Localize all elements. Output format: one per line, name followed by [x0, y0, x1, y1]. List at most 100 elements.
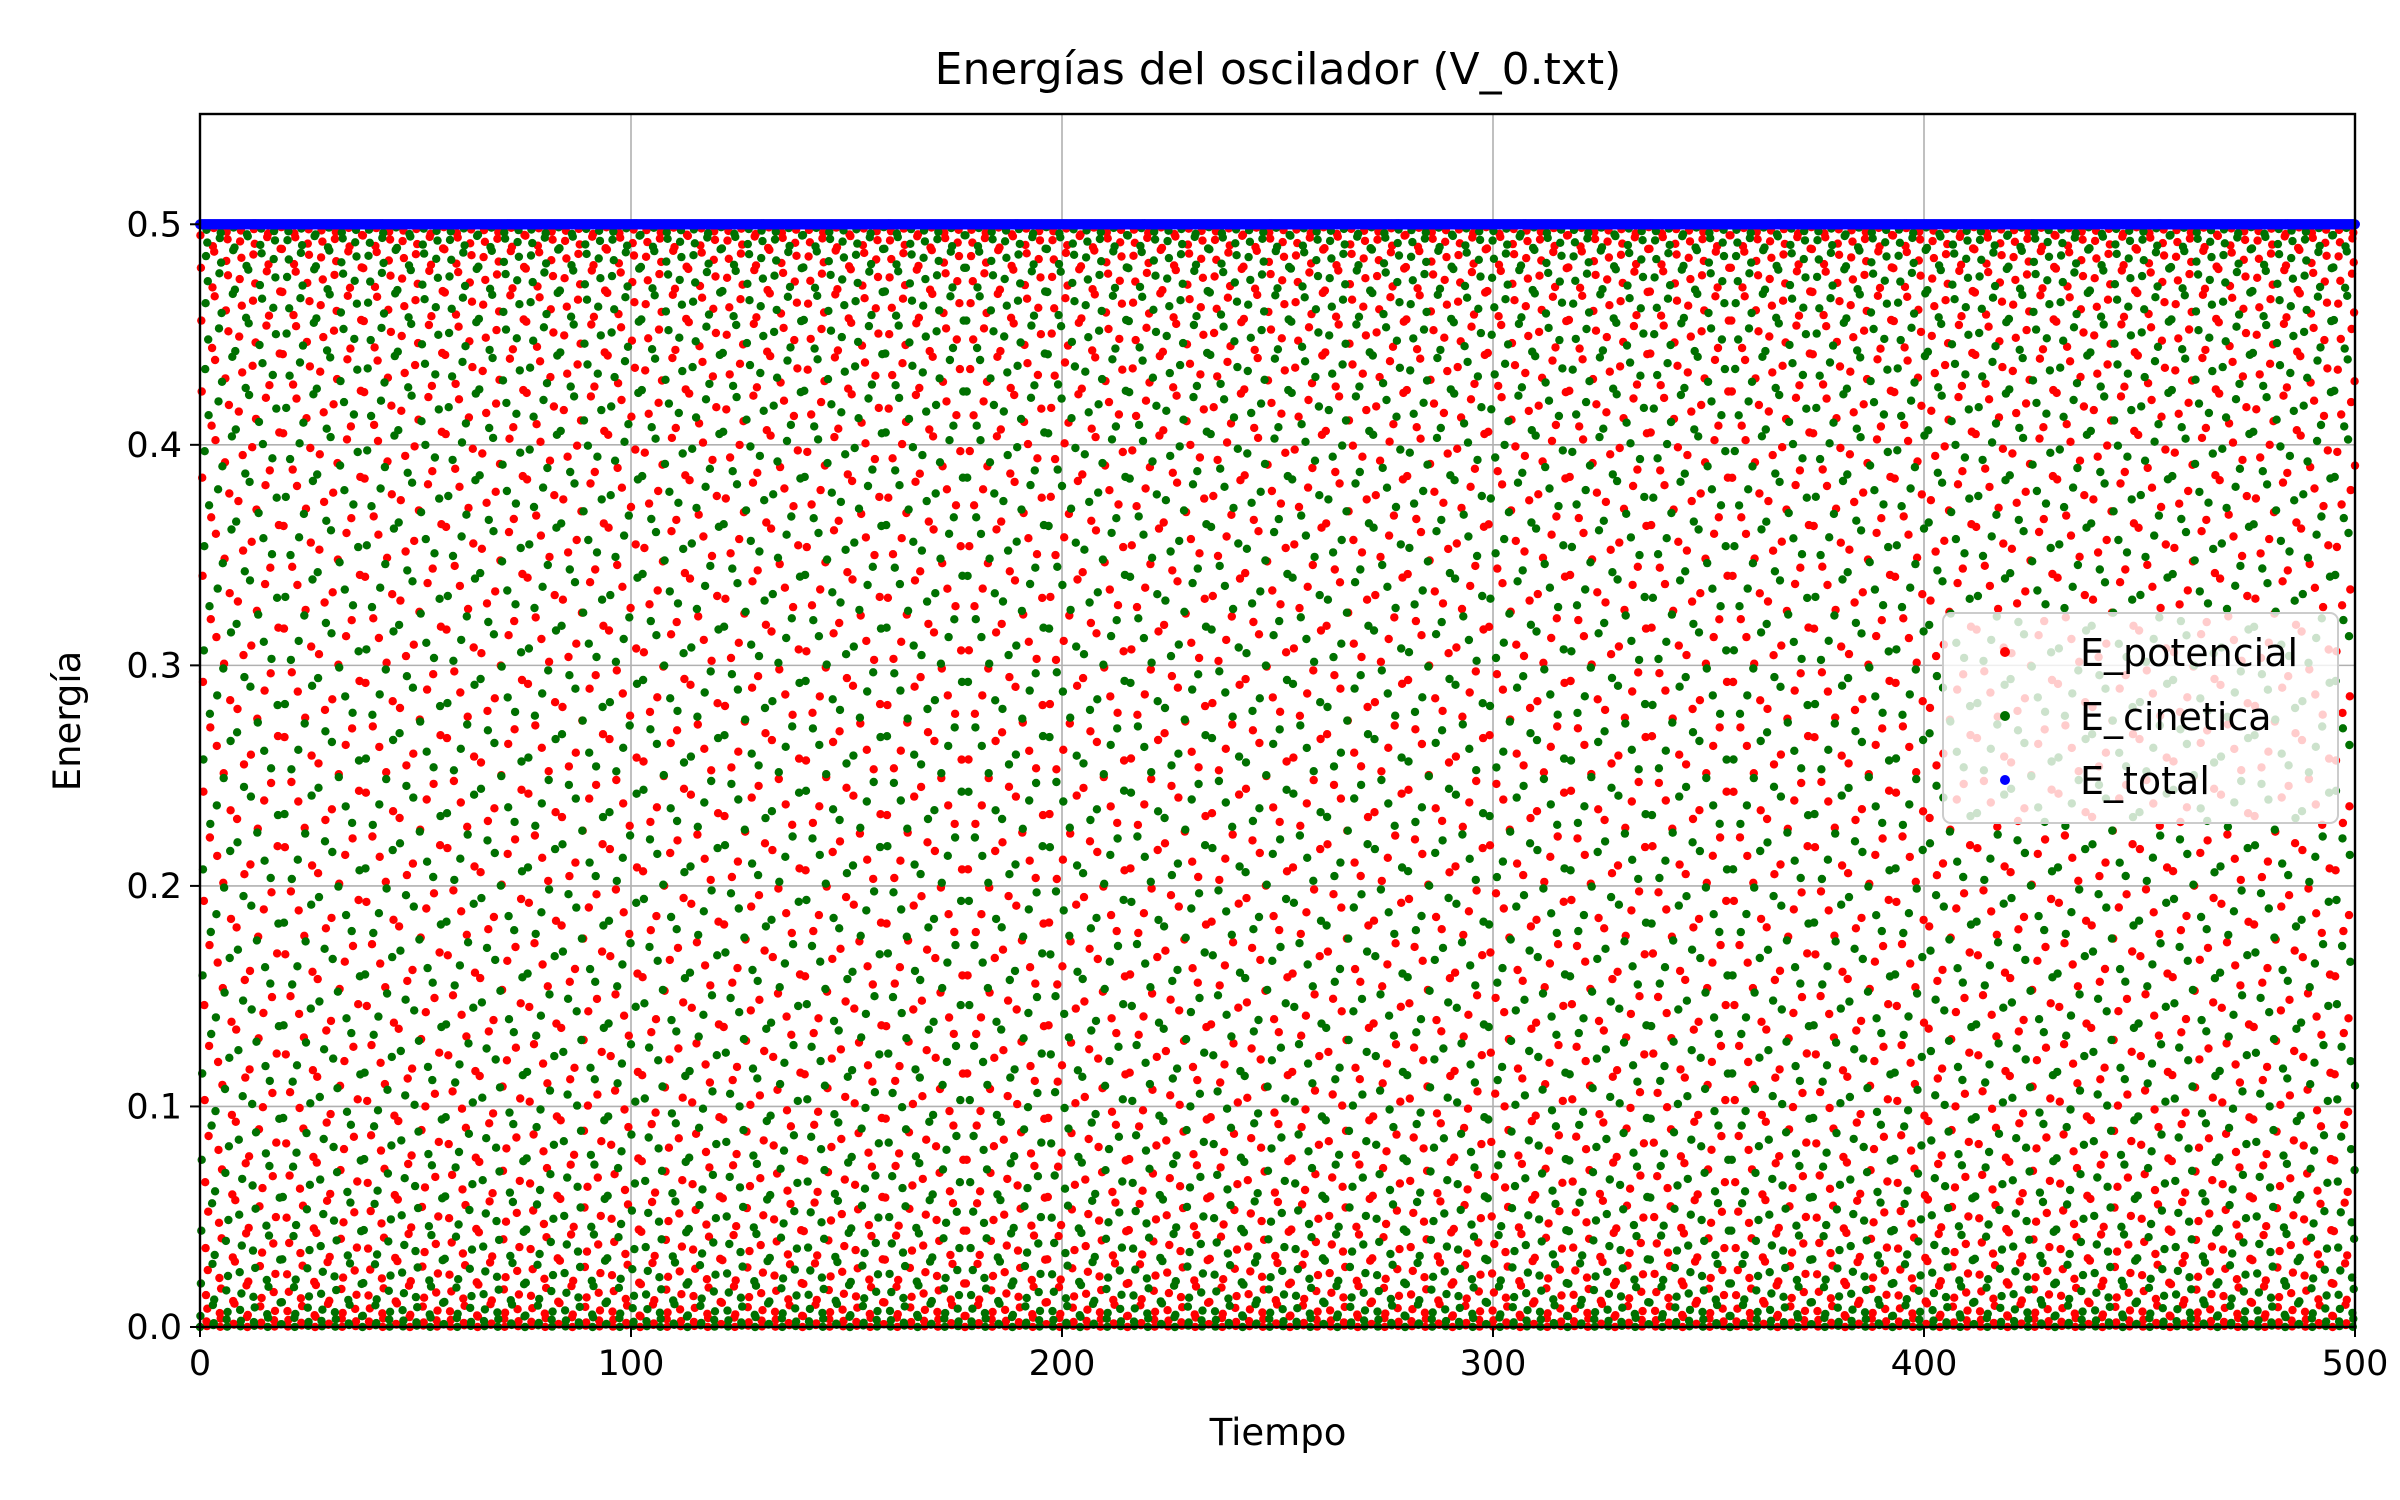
data-point — [1845, 545, 1854, 554]
data-point — [1491, 889, 1501, 898]
data-point — [2277, 902, 2286, 911]
data-point — [839, 1316, 848, 1326]
data-point — [871, 371, 880, 380]
data-point — [568, 1310, 577, 1319]
data-point — [1303, 582, 1312, 591]
data-point — [1811, 950, 1820, 959]
data-point — [2174, 334, 2183, 343]
data-point — [2231, 961, 2240, 970]
data-point — [1987, 907, 1996, 916]
data-point — [1932, 761, 1941, 770]
data-point — [1123, 1311, 1133, 1321]
data-point — [1591, 326, 1601, 335]
data-point — [451, 464, 460, 473]
data-point — [1266, 234, 1275, 243]
data-point — [1108, 1187, 1117, 1197]
data-point — [233, 597, 243, 606]
data-point — [369, 512, 378, 521]
data-point — [1270, 1108, 1279, 1117]
data-point — [1300, 1249, 1309, 1259]
data-point — [1633, 562, 1643, 571]
data-point — [2123, 1173, 2133, 1182]
data-point — [880, 1255, 890, 1264]
data-point — [1070, 1245, 1079, 1255]
data-point — [1533, 589, 1543, 599]
data-point — [1300, 1185, 1310, 1195]
data-point — [836, 944, 845, 953]
data-point — [773, 989, 783, 998]
data-point — [1770, 975, 1780, 985]
data-point — [888, 454, 897, 463]
data-point — [1973, 951, 1983, 960]
data-point — [870, 454, 880, 464]
data-point — [1634, 668, 1643, 677]
data-point — [1221, 744, 1231, 753]
data-point — [525, 1179, 535, 1188]
data-point — [503, 956, 512, 965]
data-point — [2183, 586, 2192, 595]
data-point — [2337, 601, 2347, 610]
data-point — [667, 433, 677, 443]
data-point — [2136, 1051, 2145, 1061]
data-point — [640, 543, 649, 553]
data-point — [980, 269, 989, 278]
data-point — [1138, 1250, 1147, 1259]
data-point — [889, 764, 899, 773]
data-point — [1799, 1239, 1808, 1248]
data-point — [693, 720, 702, 729]
data-point — [1060, 358, 1070, 367]
data-point — [2295, 245, 2304, 255]
data-point — [1196, 370, 1205, 379]
data-point — [321, 815, 330, 825]
data-point — [1635, 992, 1644, 1001]
data-point — [1334, 320, 1343, 329]
data-point — [1817, 777, 1826, 787]
data-point — [1999, 539, 2008, 548]
data-point — [645, 707, 655, 717]
data-point — [343, 355, 352, 364]
data-point — [721, 494, 730, 503]
data-point — [1835, 297, 1844, 306]
data-point — [1189, 1150, 1198, 1159]
data-point — [1906, 1058, 1915, 1068]
data-point — [843, 568, 852, 577]
data-point — [591, 565, 600, 574]
data-point — [1578, 291, 1587, 300]
data-point — [1653, 1088, 1662, 1098]
data-point — [514, 1290, 524, 1299]
data-point — [2296, 524, 2306, 533]
data-point — [1694, 1017, 1703, 1026]
data-point — [2090, 236, 2100, 246]
data-point — [1627, 906, 1636, 915]
data-point — [977, 801, 986, 810]
data-point — [226, 806, 235, 815]
data-point — [604, 626, 614, 635]
data-point — [1686, 332, 1696, 341]
data-point — [340, 957, 349, 966]
data-point — [247, 641, 256, 650]
data-point — [892, 1282, 901, 1292]
data-point — [435, 948, 444, 957]
data-point — [1269, 1015, 1279, 1024]
data-point — [397, 331, 406, 341]
data-point — [1815, 1087, 1825, 1097]
data-point — [801, 866, 810, 875]
chart-title: Energías del oscilador (V_0.txt) — [935, 44, 1622, 95]
data-point — [1605, 367, 1615, 376]
data-point — [1362, 405, 1371, 415]
data-point — [1189, 1222, 1199, 1231]
data-point — [272, 1138, 281, 1147]
data-point — [279, 624, 289, 633]
data-point — [289, 310, 298, 320]
data-point — [361, 678, 370, 688]
data-point — [1883, 1177, 1892, 1186]
data-point — [616, 323, 626, 332]
data-point — [1687, 407, 1696, 416]
data-point — [241, 1159, 250, 1168]
data-point — [540, 1274, 549, 1284]
data-point — [489, 1015, 498, 1025]
data-point — [907, 1246, 917, 1255]
data-point — [2218, 1245, 2228, 1254]
data-point — [596, 1268, 605, 1278]
data-point — [774, 774, 783, 784]
